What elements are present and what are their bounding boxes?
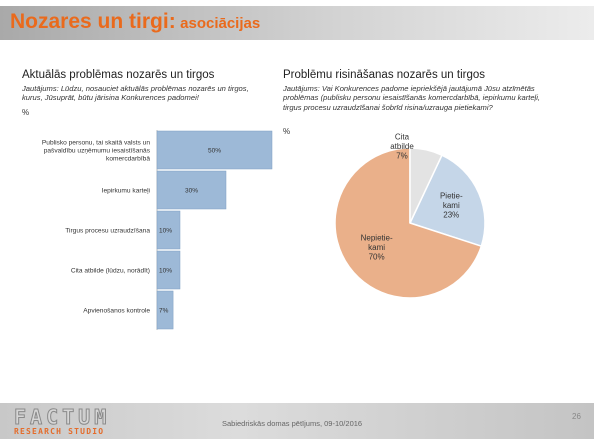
- pie-slice-label: Cita atbilde 7%: [390, 133, 414, 161]
- bar-category-label: Apvienošanos kontrole: [83, 308, 150, 315]
- left-section-title: Aktuālās problēmas nozarēs un tirgos: [22, 69, 215, 81]
- bar-value-label: 50%: [208, 148, 221, 155]
- pie-slice: [409, 147, 443, 224]
- pie-slice-label: Nepietie-kami 70%: [361, 234, 393, 262]
- slide-title-sub: asociācijas: [180, 15, 261, 32]
- factum-logo: FACTUM RESEARCH STUDIO: [13, 405, 111, 437]
- bar: [156, 210, 181, 250]
- right-question: Jautājums: Vai Konkurences padome ieprie…: [283, 84, 541, 112]
- logo-sub-text: RESEARCH STUDIO: [14, 427, 105, 436]
- pie-slice-label: Pietie-kami 23%: [440, 192, 463, 220]
- bar: [156, 130, 273, 170]
- bar-value-label: 10%: [159, 228, 172, 235]
- pie-slice: [408, 154, 486, 248]
- slide-title-main: Nozares un tirgi:: [10, 10, 176, 33]
- bar: [156, 170, 227, 210]
- slide-title: Nozares un tirgi: asociācijas: [10, 10, 260, 34]
- page-number: 26: [572, 412, 581, 421]
- left-question: Jautājums: Lūdzu, nosauciet aktuālās pro…: [22, 84, 249, 103]
- bar-value-label: 30%: [185, 188, 198, 195]
- footer: FACTUM RESEARCH STUDIO Sabiedriskās doma…: [0, 403, 594, 439]
- title-bar: [0, 6, 594, 40]
- logo-main-text: FACTUM: [13, 405, 111, 429]
- pie-slice: [334, 147, 483, 299]
- bar: [156, 250, 181, 290]
- right-unit: %: [283, 127, 291, 136]
- bar: [156, 290, 174, 330]
- left-unit: %: [22, 108, 30, 117]
- bar-category-label: Cita atbilde (lūdzu, norādīt): [71, 268, 150, 275]
- right-section-title: Problēmu risināšanas nozarēs un tirgos: [283, 69, 485, 81]
- bar-category-label: Iepirkumu karteļi: [102, 188, 151, 195]
- footer-caption: Sabiedriskās domas pētījums, 09-10/2016: [222, 419, 363, 428]
- bar-category-label: Tirgus procesu uzraudzīšana: [65, 228, 150, 235]
- bar-value-label: 10%: [159, 268, 172, 275]
- bar-value-label: 7%: [159, 308, 169, 315]
- bar-category-label: Publisko personu, tai skaitā valsts un pa…: [42, 140, 151, 163]
